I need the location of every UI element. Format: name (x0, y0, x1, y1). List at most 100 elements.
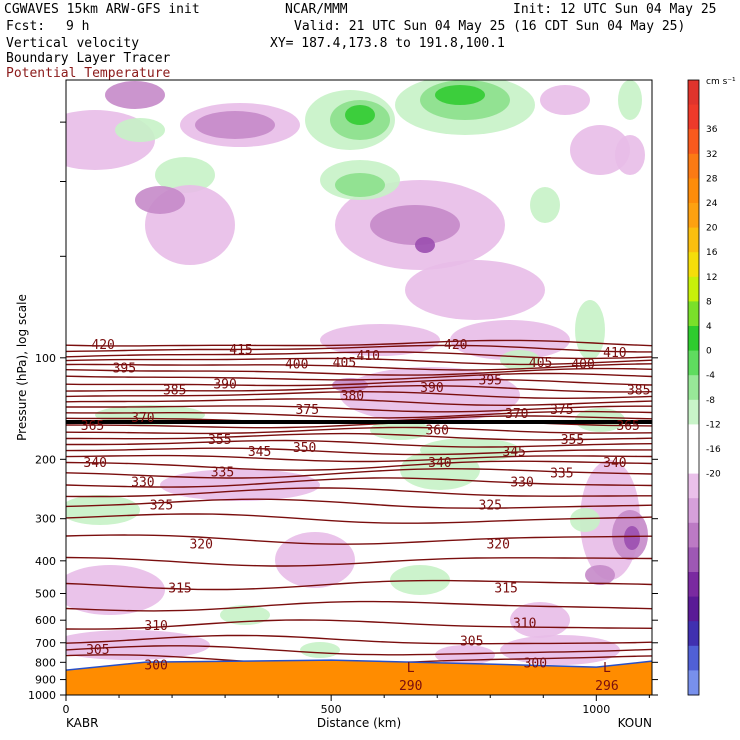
colorbar-swatch (688, 153, 699, 179)
colorbar-frame (687, 79, 700, 696)
vertical-velocity-shading (420, 438, 520, 462)
vertical-velocity-shading (570, 508, 600, 532)
header-field-potential-temperature: Potential Temperature (6, 66, 171, 81)
theta-contour (66, 385, 652, 393)
theta-contour (66, 426, 652, 435)
theta-label: 380 (341, 389, 364, 404)
header-org: NCAR/MMM (285, 2, 348, 17)
theta-contour (66, 454, 652, 463)
theta-label: 340 (83, 456, 106, 471)
colorbar-swatch (688, 449, 699, 475)
colorbar-label: 0 (706, 347, 712, 357)
colorbar-label: 36 (706, 125, 718, 135)
theta-label: 395 (479, 374, 502, 389)
vertical-velocity-shading (370, 205, 460, 245)
theta-contour (66, 398, 652, 407)
theta-label: 375 (550, 403, 573, 418)
theta-label: 310 (513, 617, 536, 632)
colorbar-swatch (688, 252, 699, 278)
theta-contour (66, 432, 652, 441)
theta-contour (66, 600, 652, 612)
theta-label: 355 (561, 433, 584, 448)
theta-label: 370 (131, 411, 154, 426)
vertical-velocity-shading (340, 367, 520, 423)
vertical-velocity-shading (345, 105, 375, 125)
theta-contour (66, 351, 652, 360)
theta-label: 300 (144, 659, 167, 674)
theta-contour (66, 477, 652, 488)
theta-label: 390 (213, 377, 236, 392)
colorbar-swatch (688, 645, 699, 671)
theta-label: 420 (444, 338, 467, 353)
theta-label: 385 (627, 383, 650, 398)
colorbar-label: 8 (706, 297, 712, 307)
vertical-velocity-shading (220, 605, 270, 625)
theta-label: 330 (131, 476, 154, 491)
colorbar-label: 12 (706, 273, 717, 283)
theta-label: 345 (248, 445, 271, 460)
theta-label: 340 (428, 456, 451, 471)
colorbar-swatch (688, 80, 699, 106)
terrain-edge (66, 659, 652, 671)
colorbar-swatch (688, 596, 699, 622)
colorbar-swatch (688, 547, 699, 573)
theta-label: 400 (571, 358, 594, 373)
theta-contour (66, 367, 652, 376)
theta-contour (66, 363, 652, 371)
x-tick-label: 0 (63, 703, 70, 716)
x-tick-label: 1000 (582, 703, 610, 716)
theta-label: 420 (91, 338, 114, 353)
y-tick-label: 200 (35, 453, 56, 466)
header-init: Init: 12 UTC Sun 04 May 25 (513, 2, 717, 17)
vertical-velocity-shading (415, 237, 435, 253)
y-axis-label: Pressure (hPa), log scale (15, 294, 29, 441)
theta-label: 305 (86, 643, 109, 658)
colorbar-swatch (688, 522, 699, 548)
tropopause-line (66, 419, 652, 424)
colorbar-swatch (688, 203, 699, 229)
vertical-velocity-shading (435, 85, 485, 105)
colorbar-swatch (688, 621, 699, 647)
header-field-boundary-layer-tracer: Boundary Layer Tracer (6, 51, 171, 66)
vertical-velocity-shading (615, 135, 645, 175)
colorbar-label: -20 (706, 470, 721, 480)
y-tick-label: 900 (35, 674, 56, 687)
colorbar-swatch (688, 104, 699, 130)
header-valid: Valid: 21 UTC Sun 04 May 25 (16 CDT Sun … (294, 19, 686, 34)
vertical-velocity-shading (530, 187, 560, 223)
theta-label: 365 (81, 419, 104, 434)
theta-label: 370 (505, 407, 528, 422)
colorbar-swatch (688, 399, 699, 425)
theta-contour (66, 405, 652, 413)
theta-label: 365 (616, 419, 639, 434)
colorbar-swatch (688, 129, 699, 155)
theta-label: 410 (603, 346, 626, 361)
colorbar-swatch (688, 670, 699, 696)
header-fcst-label: Fcst: (6, 19, 46, 34)
header-fcst-value: 9 h (66, 19, 90, 34)
theta-label: 305 (460, 635, 483, 650)
theta-label: 385 (163, 383, 186, 398)
header-field-vertical-velocity: Vertical velocity (6, 36, 140, 51)
low-marker: L (603, 661, 611, 676)
vertical-velocity-shading (570, 125, 630, 175)
colorbar-swatch (688, 178, 699, 204)
theta-contour (66, 378, 652, 387)
y-tick-label: 400 (35, 555, 56, 568)
colorbar-swatch (688, 473, 699, 499)
vertical-velocity-shading (300, 642, 340, 658)
colorbar-units: cm s⁻¹ (706, 77, 736, 87)
vertical-velocity-shading (624, 526, 640, 550)
theta-label: 410 (357, 349, 380, 364)
vertical-velocity-shading (618, 80, 642, 120)
colorbar-swatch (688, 375, 699, 401)
theta-contour (66, 634, 652, 645)
theta-label: 300 (524, 656, 547, 671)
theta-label: 320 (189, 537, 212, 552)
low-value: 290 (399, 679, 422, 694)
theta-label: 405 (529, 356, 552, 371)
vertical-velocity-shading (585, 565, 615, 585)
low-value: 296 (595, 679, 618, 694)
theta-label: 360 (425, 423, 448, 438)
